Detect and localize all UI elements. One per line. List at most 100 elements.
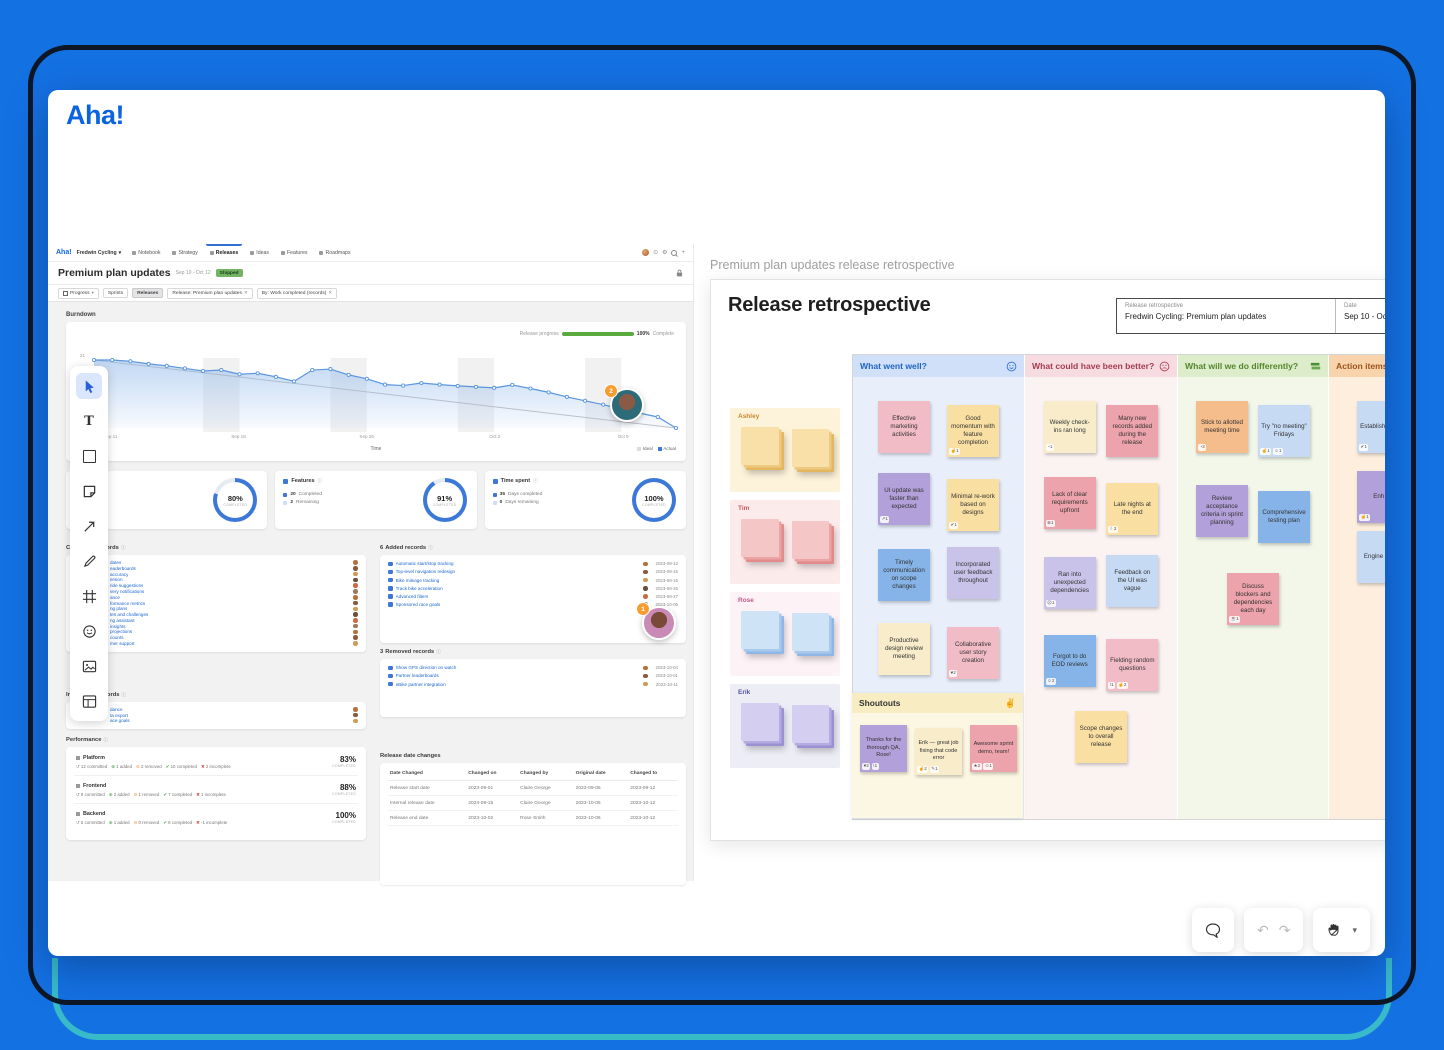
reaction-pill[interactable]: ☾3 bbox=[1108, 525, 1118, 533]
tab-notebook[interactable]: Notebook bbox=[126, 244, 166, 261]
reaction-pill[interactable]: ★2 bbox=[972, 762, 982, 770]
reaction-pill[interactable]: ♥2 bbox=[862, 762, 871, 770]
sticky-stack[interactable] bbox=[791, 429, 829, 467]
reaction-pill[interactable]: ↗1 bbox=[880, 515, 890, 523]
record-link[interactable]: ersion bbox=[110, 577, 123, 583]
record-link[interactable]: mer support bbox=[110, 641, 135, 647]
record-link[interactable]: eaderboards bbox=[110, 565, 136, 571]
reaction-pill[interactable]: ⊕1 bbox=[1045, 519, 1056, 527]
workspace-switcher[interactable]: Fredwin Cycling ▾ bbox=[77, 250, 122, 256]
tab-roadmaps[interactable]: Roadmaps bbox=[313, 244, 356, 261]
sticky-note[interactable]: Good momentum with feature completion ☝1 bbox=[947, 405, 999, 457]
sticky-note[interactable]: Ran into unexpected dependencies ☹1 bbox=[1043, 557, 1096, 609]
record-link[interactable]: counts bbox=[110, 635, 124, 641]
record-link[interactable]: dates bbox=[110, 560, 122, 566]
record-link[interactable]: ride suggestions bbox=[110, 583, 144, 589]
record-link[interactable]: Advanced filters bbox=[395, 594, 429, 600]
sticky-note[interactable]: Fielding random questions !1 ☝2 bbox=[1106, 639, 1159, 691]
sticky-note[interactable]: Thanks for the thorough QA, Rose! ♥2 !1 bbox=[860, 725, 907, 772]
filter-chip[interactable]: Progress ▾ bbox=[58, 287, 99, 299]
comment-tool[interactable] bbox=[1192, 908, 1234, 952]
sticky-note[interactable]: Late nights at the end ☾3 bbox=[1106, 483, 1159, 535]
reaction-pill[interactable]: ☺1 bbox=[983, 762, 994, 770]
reaction-pill[interactable]: ☝2 bbox=[917, 765, 929, 773]
record-link[interactable]: dance bbox=[110, 706, 123, 712]
sticky-stack[interactable] bbox=[741, 427, 779, 465]
sticky-note[interactable]: Collaborative user story creation ♥2 bbox=[947, 627, 999, 679]
record-link[interactable]: ng plans bbox=[110, 606, 128, 612]
sticky-stack[interactable] bbox=[741, 519, 779, 557]
record-link[interactable]: Show GPS direction on watch bbox=[395, 665, 457, 671]
record-link[interactable]: Track bike acceleration bbox=[395, 585, 443, 591]
filter-chip[interactable]: By: Work completed (records) ✕ bbox=[256, 287, 338, 299]
reaction-pill[interactable]: ☺1 bbox=[1272, 447, 1284, 455]
reaction-pill[interactable]: ☕1 bbox=[1229, 615, 1241, 623]
record-link[interactable]: Automatic start/stop tracking bbox=[395, 561, 454, 567]
sticky-note[interactable]: Scope changes to overall release bbox=[1075, 711, 1127, 763]
record-link[interactable]: formance metrics bbox=[110, 600, 146, 606]
record-link[interactable]: tes and challenges bbox=[110, 612, 149, 618]
tab-ideas[interactable]: Ideas bbox=[244, 244, 275, 261]
reaction-pill[interactable]: !1 bbox=[1108, 681, 1116, 689]
reaction-pill[interactable]: !1 bbox=[871, 762, 879, 770]
tab-releases[interactable]: Releases bbox=[204, 244, 245, 261]
connector-tool[interactable] bbox=[76, 513, 102, 539]
notifications-icon[interactable]: ⊙ bbox=[653, 250, 659, 256]
pen-tool[interactable] bbox=[76, 548, 102, 574]
reaction-pill[interactable]: ✎1 bbox=[929, 765, 940, 773]
undo-icon[interactable]: ↶ bbox=[1257, 922, 1269, 938]
search-icon[interactable] bbox=[671, 249, 678, 256]
sticky-note[interactable]: Establish trac de✔1 bbox=[1357, 401, 1385, 453]
record-link[interactable]: Sponsored race goals bbox=[395, 602, 441, 608]
remove-filter-icon[interactable]: ✕ bbox=[243, 290, 248, 295]
sticky-note[interactable]: Many new records added during the releas… bbox=[1106, 405, 1159, 457]
tab-strategy[interactable]: Strategy bbox=[166, 244, 203, 261]
reaction-pill[interactable]: ☝1 bbox=[949, 447, 961, 455]
sticky-tool[interactable] bbox=[76, 478, 102, 504]
record-link[interactable]: ace goals bbox=[110, 718, 130, 724]
record-link[interactable]: projections bbox=[110, 629, 133, 635]
record-link[interactable]: ance bbox=[110, 594, 120, 600]
record-link[interactable]: insights bbox=[110, 623, 126, 629]
sticky-stack[interactable] bbox=[741, 703, 779, 741]
table-tool[interactable] bbox=[76, 688, 102, 714]
record-link[interactable]: ta export bbox=[110, 712, 128, 718]
redo-icon[interactable]: ↷ bbox=[1278, 922, 1291, 938]
reaction-pill[interactable]: ✔1 bbox=[949, 521, 959, 529]
sticky-note[interactable]: Effective marketing activities bbox=[878, 401, 930, 453]
sticky-stack[interactable] bbox=[791, 613, 829, 651]
reaction-pill[interactable]: ✔1 bbox=[1359, 443, 1369, 451]
sticky-note[interactable]: Incorporated user feedback throughout bbox=[947, 547, 999, 599]
add-icon[interactable]: + bbox=[681, 249, 685, 256]
sticky-note[interactable]: Engine compr bbox=[1357, 531, 1385, 583]
remove-filter-icon[interactable]: ✕ bbox=[328, 290, 333, 295]
hand-icon[interactable] bbox=[1326, 922, 1342, 938]
aha-mini-logo[interactable]: Aha! bbox=[56, 249, 72, 256]
record-link[interactable]: Bike mileage tracking bbox=[395, 577, 440, 583]
sticky-stack[interactable] bbox=[791, 705, 829, 743]
user-avatar[interactable] bbox=[642, 249, 650, 256]
filter-chip[interactable]: Releases bbox=[132, 288, 164, 298]
filter-chip[interactable]: Release: Premium plan updates ✕ bbox=[167, 287, 253, 299]
reaction-pill[interactable]: ☝2 bbox=[1116, 681, 1128, 689]
record-link[interactable]: accuracy bbox=[110, 571, 129, 577]
sticky-note[interactable]: Lack of clear requirements upfront ⊕1 bbox=[1043, 477, 1096, 529]
sticky-note[interactable]: Forgot to do EOD reviews ☺2 bbox=[1043, 635, 1096, 687]
frame-tool[interactable] bbox=[76, 583, 102, 609]
sticky-note[interactable]: Stick to allotted meeting time ◔2 bbox=[1196, 401, 1248, 453]
record-link[interactable]: Top-level navigation redesign bbox=[395, 569, 456, 575]
record-link[interactable]: very notifications bbox=[110, 589, 145, 594]
text-tool[interactable]: T bbox=[84, 413, 94, 429]
sticker-tool[interactable] bbox=[76, 618, 102, 644]
image-tool[interactable] bbox=[76, 653, 102, 679]
tab-features[interactable]: Features bbox=[275, 244, 313, 261]
sticky-note[interactable]: Productive design review meeting bbox=[878, 623, 930, 675]
select-tool[interactable] bbox=[76, 373, 102, 399]
reaction-pill[interactable]: ☺2 bbox=[1045, 677, 1056, 685]
sticky-stack[interactable] bbox=[791, 521, 829, 559]
sticky-note[interactable]: Awesome sprint demo, team! ★2 ☺1 bbox=[970, 725, 1017, 772]
sticky-note[interactable]: Feedback on the UI was vague bbox=[1106, 555, 1159, 607]
sticky-note[interactable]: Erik — great job fixing that code error ☝… bbox=[915, 728, 962, 775]
reaction-pill[interactable]: ◔1 bbox=[1045, 443, 1054, 451]
filter-chip[interactable]: Sprints bbox=[102, 288, 129, 298]
